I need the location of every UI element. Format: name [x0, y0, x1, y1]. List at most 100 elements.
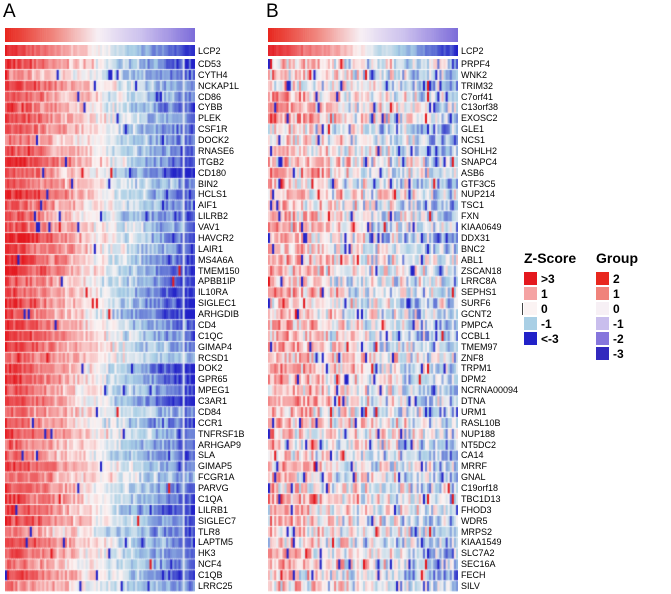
gene-label: FXN	[461, 211, 479, 222]
group-legend-entries: 2 1 0 -1 -2 -3	[596, 272, 638, 360]
gene-label: C1QC	[198, 330, 224, 341]
legend-entry: <-3	[524, 332, 576, 345]
legend-entry-label: 0	[541, 301, 548, 316]
gene-label: PRPF4	[461, 58, 491, 69]
gene-label: CD4	[198, 319, 217, 330]
gene-label: EXOSC2	[461, 113, 498, 124]
gene-label: C1QA	[198, 493, 223, 504]
gene-label: IL10RA	[198, 287, 229, 298]
zscore-legend: Z-Score >3 1 0 -1 <-3	[524, 250, 576, 347]
legend-entry-label: -3	[613, 346, 624, 361]
gene-label: CD86	[198, 91, 222, 102]
gene-label: SLA	[198, 450, 216, 461]
gene-label: BNC2	[461, 243, 486, 254]
gene-label: TNFRSF1B	[198, 428, 245, 439]
legend-swatch	[596, 302, 609, 315]
gene-label-lcp2-a: LCP2	[198, 45, 221, 56]
gene-label: DOK2	[198, 363, 223, 374]
legend-entry-label: 1	[541, 286, 548, 301]
legend-entry: >3	[524, 272, 576, 285]
gene-label: WDR5	[461, 515, 488, 526]
gene-label: MRRF	[461, 461, 487, 472]
gene-label: CCR1	[198, 417, 223, 428]
gene-label: TMEM97	[461, 341, 498, 352]
gene-label: C3AR1	[198, 396, 228, 407]
legend-entry-label: 1	[613, 286, 620, 301]
gene-label: NCKAP1L	[198, 80, 240, 91]
legend-entry: -1	[596, 317, 638, 330]
gene-label: DOCK2	[198, 135, 230, 146]
gene-label: BIN2	[198, 178, 219, 189]
gene-label: MPEG1	[198, 385, 230, 396]
gene-label: DPM2	[461, 374, 487, 385]
gene-label: MS4A6A	[198, 254, 234, 265]
gene-label: SEC16A	[461, 559, 496, 570]
gene-label: TRPM1	[461, 363, 492, 374]
zscore-legend-entries: >3 1 0 -1 <-3	[524, 272, 576, 345]
gene-label: CYBB	[198, 102, 223, 113]
legend-entry-label: <-3	[541, 331, 559, 346]
gene-label: LAIR1	[198, 243, 224, 254]
gene-label: SILV	[461, 580, 480, 591]
zscore-legend-title: Z-Score	[524, 250, 577, 266]
gene-label: NUP188	[461, 428, 496, 439]
gene-label: CCBL1	[461, 330, 491, 341]
gene-label: RASL10B	[461, 417, 501, 428]
legend-swatch	[524, 332, 537, 345]
gene-label: ITGB2	[198, 156, 225, 167]
legend-entry-label: -1	[613, 316, 624, 331]
gene-label: AIF1	[198, 200, 218, 211]
legend-swatch	[524, 302, 537, 315]
group-annotation-bar-a	[5, 28, 195, 42]
gene-label: WNK2	[461, 69, 488, 80]
gene-label: ARHGDIB	[198, 309, 240, 320]
gene-label: ZNF8	[461, 352, 484, 363]
gene-label: KIAA1549	[461, 537, 502, 548]
gene-label: TSC1	[461, 200, 485, 211]
heatmap-body-b	[268, 59, 458, 592]
legend-entry: 0	[596, 302, 638, 315]
legend-entry-label: -1	[541, 316, 552, 331]
gene-label: LILRB2	[198, 211, 229, 222]
legend-entry-label: 2	[613, 271, 620, 286]
gene-label: CD53	[198, 58, 222, 69]
gene-label: C13orf38	[461, 102, 499, 113]
gene-label: SIGLEC7	[198, 515, 237, 526]
gene-label: SEPHS1	[461, 287, 497, 298]
gene-label: PLEK	[198, 113, 222, 124]
gene-label: RNASE6	[198, 145, 235, 156]
lcp2-row-heatmap-b	[268, 45, 458, 56]
gene-label: C19orf18	[461, 483, 499, 494]
gene-label: SIGLEC1	[198, 298, 237, 309]
gene-label: TBC1D13	[461, 493, 501, 504]
legend-swatch	[596, 272, 609, 285]
gene-label: CYTH4	[198, 69, 228, 80]
gene-label: ZSCAN18	[461, 265, 502, 276]
gene-label: NCF4	[198, 559, 222, 570]
gene-label: GNAL	[461, 472, 486, 483]
gene-label: LRRC25	[198, 580, 233, 591]
gene-label: TMEM150	[198, 265, 240, 276]
gene-label: ARHGAP9	[198, 439, 242, 450]
gene-label: GIMAP5	[198, 461, 233, 472]
gene-label: SNAPC4	[461, 156, 498, 167]
gene-label: TLR8	[198, 526, 221, 537]
lcp2-row-heatmap-a	[5, 45, 195, 56]
gene-label: TRIM32	[461, 80, 494, 91]
legend-entry-label: -2	[613, 331, 624, 346]
gene-label: FCGR1A	[198, 472, 235, 483]
legend-entry: 1	[524, 287, 576, 300]
gene-label: SURF6	[461, 298, 491, 309]
gene-label: GCNT2	[461, 309, 492, 320]
gene-label: NUP214	[461, 189, 496, 200]
gene-label: SOHLH2	[461, 145, 498, 156]
legend-entry: -3	[596, 347, 638, 360]
gene-label: MRPS2	[461, 526, 493, 537]
heatmap-body-a	[5, 59, 195, 592]
panel-b-label: B	[266, 1, 279, 22]
gene-label: HAVCR2	[198, 232, 234, 243]
legend-entry-label: 0	[613, 301, 620, 316]
gene-label: ABL1	[461, 254, 484, 265]
legend-swatch	[524, 272, 537, 285]
